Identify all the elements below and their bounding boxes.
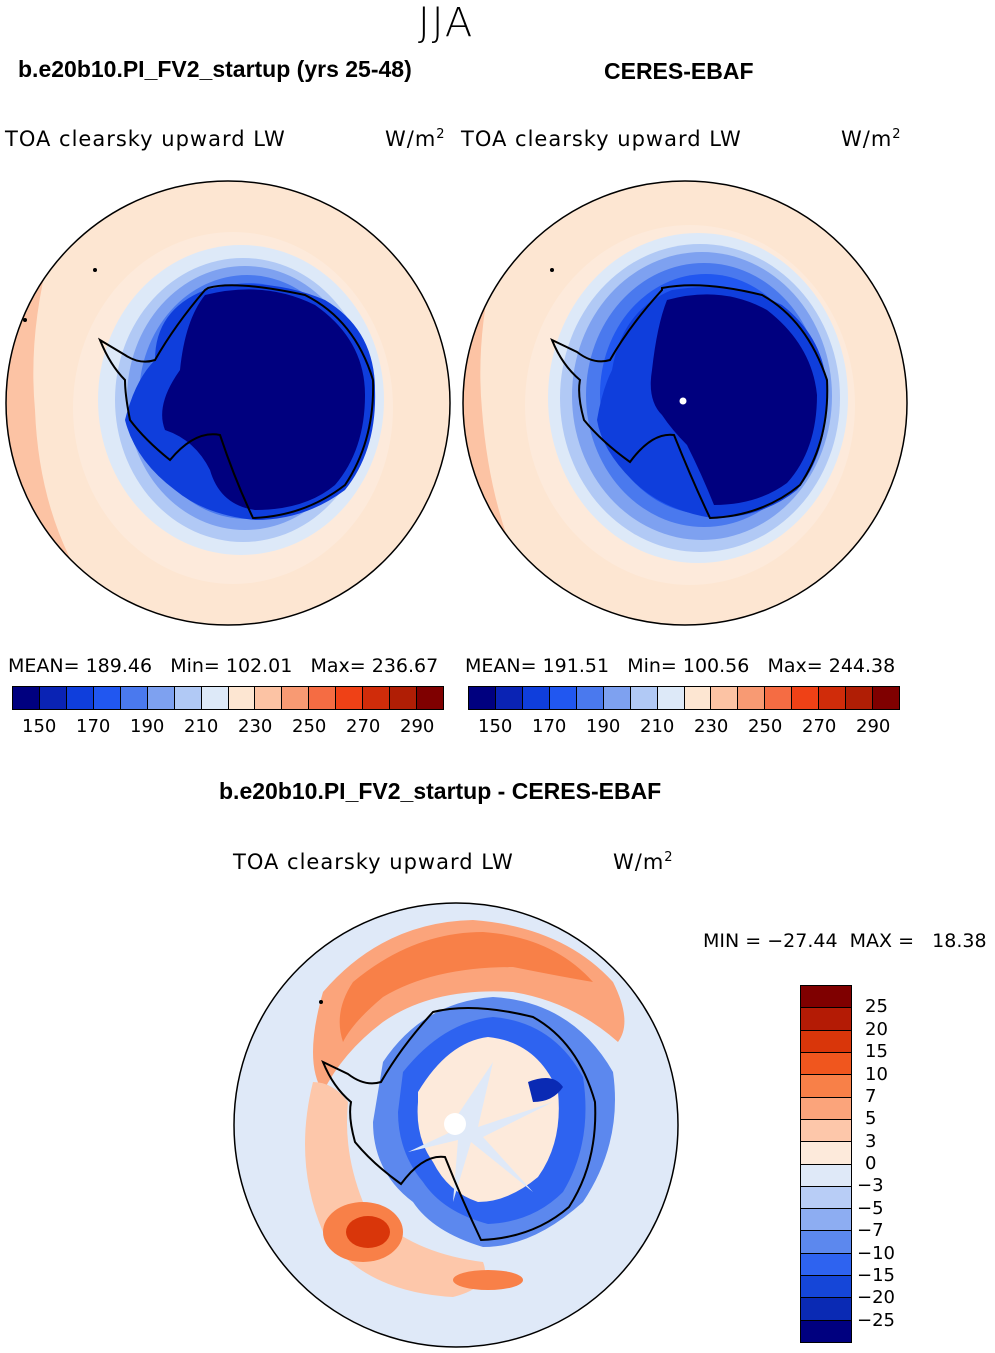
obs-stats: MEAN= 191.51 Min= 100.56 Max= 244.38 — [465, 655, 896, 677]
colorbar-tick-label: −20 — [857, 1287, 895, 1309]
colorbar-swatch — [801, 1030, 851, 1053]
colorbar-swatch — [228, 687, 256, 709]
colorbar-tick-label: 10 — [865, 1063, 888, 1085]
colorbar-swatch — [495, 687, 523, 709]
colorbar-swatch — [801, 1276, 851, 1299]
colorbar-swatch — [801, 1097, 851, 1120]
colorbar-swatch — [417, 687, 443, 709]
colorbar-swatch — [282, 687, 310, 709]
model-stats: MEAN= 189.46 Min= 102.01 Max= 236.67 — [8, 655, 439, 677]
obs-panel-title: CERES-EBAF — [604, 58, 754, 84]
colorbar-tick-label: 210 — [640, 716, 675, 737]
colorbar-swatch — [39, 687, 67, 709]
colorbar-swatch — [603, 687, 631, 709]
colorbar-swatch — [801, 1075, 851, 1098]
colorbar-tick-label: 25 — [865, 996, 888, 1018]
colorbar-swatch — [549, 687, 577, 709]
colorbar-swatch — [792, 687, 820, 709]
colorbar-swatch — [630, 687, 658, 709]
colorbar-tick-label: 190 — [130, 716, 165, 737]
colorbar-tick-label: 150 — [478, 716, 513, 737]
model-polar-map — [5, 180, 451, 626]
colorbar-swatch — [738, 687, 766, 709]
obs-colorbar — [468, 686, 900, 710]
colorbar-tick-label: 150 — [22, 716, 57, 737]
colorbar-swatch — [522, 687, 550, 709]
obs-units-label: W/m2 — [841, 127, 902, 151]
colorbar-tick-label: −25 — [857, 1309, 895, 1331]
colorbar-swatch — [576, 687, 604, 709]
colorbar-swatch — [801, 1119, 851, 1143]
colorbar-swatch — [801, 1231, 851, 1254]
colorbar-swatch — [66, 687, 94, 709]
obs-variable-label: TOA clearsky upward LW — [461, 127, 742, 151]
colorbar-swatch — [469, 687, 496, 709]
diff-variable-label: TOA clearsky upward LW — [233, 850, 514, 874]
colorbar-tick-label: 0 — [865, 1153, 877, 1174]
colorbar-swatch — [801, 1186, 851, 1210]
colorbar-swatch — [801, 986, 851, 1009]
model-units-label: W/m2 — [385, 127, 446, 151]
colorbar-tick-label: 250 — [748, 716, 783, 737]
colorbar-tick-label: 15 — [865, 1041, 888, 1063]
colorbar-tick-label: −5 — [857, 1197, 884, 1219]
diff-panel-title: b.e20b10.PI_FV2_startup - CERES-EBAF — [219, 778, 662, 804]
obs-polar-map — [462, 180, 908, 626]
colorbar-swatch — [174, 687, 202, 709]
colorbar-swatch — [801, 1052, 851, 1076]
colorbar-swatch — [363, 687, 391, 709]
colorbar-swatch — [846, 687, 874, 709]
colorbar-tick-label: 210 — [184, 716, 219, 737]
colorbar-tick-label: −10 — [857, 1242, 895, 1264]
colorbar-tick-label: 270 — [346, 716, 381, 737]
diff-colorbar — [800, 985, 852, 1343]
colorbar-swatch — [255, 687, 283, 709]
colorbar-swatch — [711, 687, 739, 709]
season-title: JJA — [418, 0, 475, 46]
model-panel-title: b.e20b10.PI_FV2_startup (yrs 25-48) — [18, 56, 412, 82]
colorbar-swatch — [801, 1164, 851, 1187]
colorbar-tick-label: 290 — [400, 716, 435, 737]
colorbar-swatch — [201, 687, 229, 709]
colorbar-swatch — [336, 687, 364, 709]
colorbar-swatch — [873, 687, 899, 709]
colorbar-tick-label: 170 — [532, 716, 567, 737]
colorbar-swatch — [801, 1320, 851, 1342]
colorbar-tick-label: 230 — [694, 716, 729, 737]
colorbar-tick-label: 230 — [238, 716, 273, 737]
colorbar-swatch — [765, 687, 793, 709]
colorbar-swatch — [120, 687, 148, 709]
colorbar-tick-label: 270 — [802, 716, 837, 737]
colorbar-swatch — [13, 687, 40, 709]
colorbar-tick-label: −3 — [857, 1175, 884, 1197]
colorbar-swatch — [801, 1008, 851, 1031]
diff-stats: MIN = −27.44 MAX = 18.38 — [703, 930, 987, 952]
colorbar-swatch — [801, 1253, 851, 1277]
colorbar-tick-label: 20 — [865, 1018, 888, 1040]
colorbar-tick-label: −15 — [857, 1264, 895, 1286]
colorbar-swatch — [801, 1298, 851, 1321]
colorbar-swatch — [819, 687, 847, 709]
colorbar-tick-label: 3 — [865, 1130, 877, 1152]
colorbar-swatch — [801, 1142, 851, 1165]
colorbar-tick-label: 5 — [865, 1108, 877, 1130]
colorbar-tick-label: 250 — [292, 716, 327, 737]
model-variable-label: TOA clearsky upward LW — [5, 127, 286, 151]
colorbar-swatch — [309, 687, 337, 709]
diff-polar-map — [233, 902, 679, 1348]
colorbar-swatch — [684, 687, 712, 709]
colorbar-tick-label: 290 — [856, 716, 891, 737]
colorbar-swatch — [390, 687, 418, 709]
colorbar-swatch — [147, 687, 175, 709]
colorbar-swatch — [657, 687, 685, 709]
colorbar-tick-label: 170 — [76, 716, 111, 737]
diff-units-label: W/m2 — [613, 850, 674, 874]
colorbar-tick-label: 7 — [865, 1085, 877, 1107]
colorbar-tick-label: −7 — [857, 1220, 884, 1242]
colorbar-swatch — [801, 1209, 851, 1232]
model-colorbar — [12, 686, 444, 710]
colorbar-swatch — [93, 687, 121, 709]
colorbar-tick-label: 190 — [586, 716, 621, 737]
